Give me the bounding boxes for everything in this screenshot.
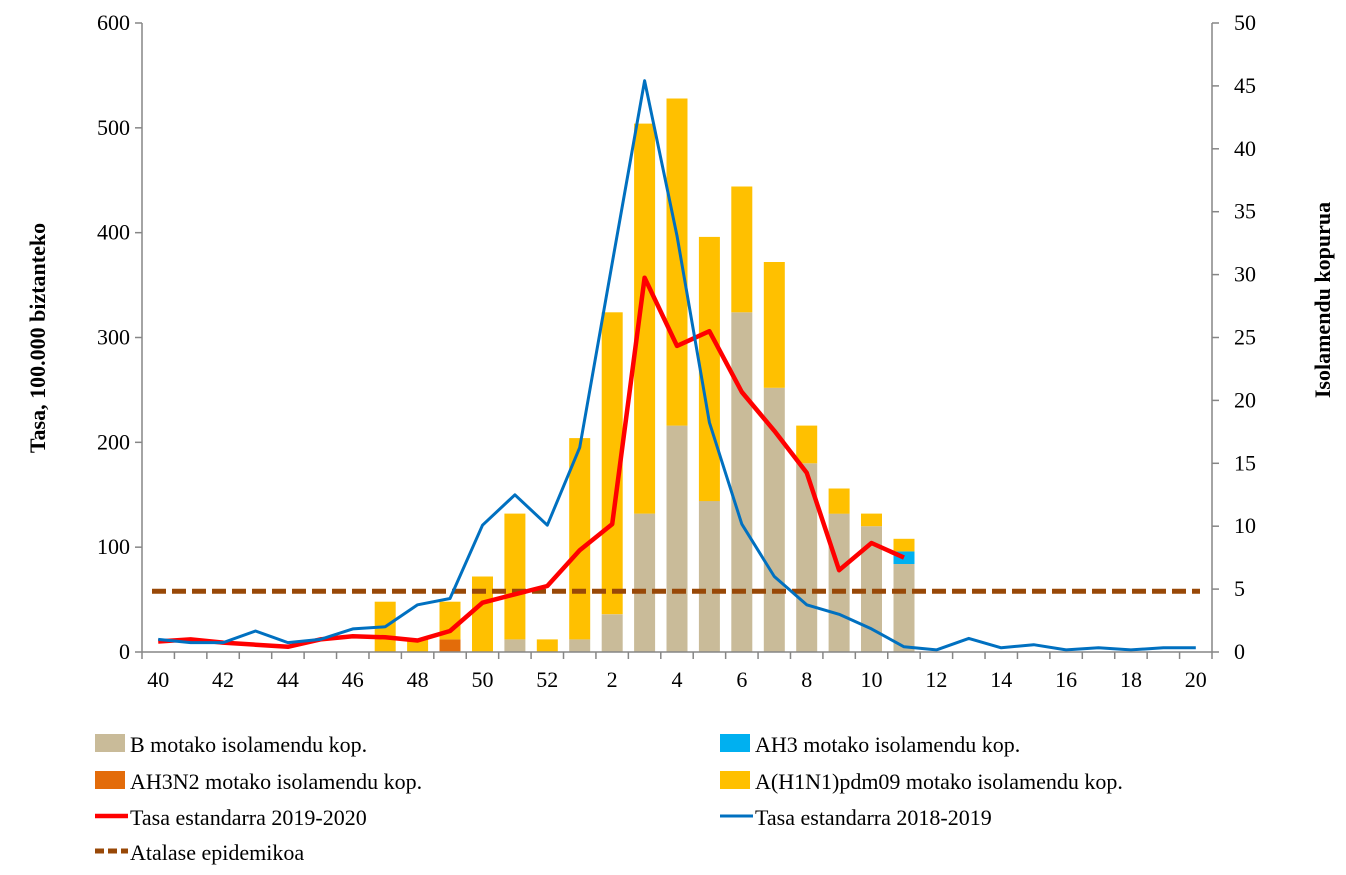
legend-swatch-3 [720, 771, 750, 789]
y-left-tick-label: 0 [119, 639, 130, 664]
bar-0-1 [569, 639, 591, 652]
x-tick-label: 14 [990, 667, 1012, 692]
legend-label-4: Tasa estandarra 2019-2020 [130, 805, 367, 830]
y-right-tick-label: 10 [1234, 513, 1256, 538]
y-right-tick-label: 30 [1234, 262, 1256, 287]
x-tick-label: 10 [861, 667, 883, 692]
x-tick-label: 20 [1185, 667, 1207, 692]
x-tick-label: 48 [407, 667, 429, 692]
y-left-tick-label: 400 [97, 220, 130, 245]
legend-label-1: AH3 motako isolamendu kop. [755, 732, 1020, 757]
bar-3-50 [472, 576, 493, 652]
bar-3-6 [731, 186, 753, 313]
series-line-5 [158, 79, 1196, 652]
y-left-tick-label: 200 [97, 429, 130, 454]
y-right-tick-label: 35 [1234, 199, 1256, 224]
y-right-tick-label: 15 [1234, 450, 1256, 475]
legend-label-3: A(H1N1)pdm09 motako isolamendu kop. [755, 769, 1123, 794]
bar-0-7 [763, 387, 785, 652]
bar-3-8 [796, 425, 818, 464]
legend-label-0: B motako isolamendu kop. [130, 732, 367, 757]
x-tick-label: 16 [1055, 667, 1077, 692]
bar-2-49 [439, 639, 461, 652]
y-right-tick-label: 20 [1234, 387, 1256, 412]
bar-0-10 [861, 526, 882, 652]
x-tick-label: 44 [277, 667, 299, 692]
bar-0-11 [893, 563, 915, 652]
x-tick-label: 46 [342, 667, 364, 692]
legend-label-5: Tasa estandarra 2018-2019 [755, 805, 992, 830]
x-tick-label: 2 [607, 667, 618, 692]
y-right-tick-label: 0 [1234, 639, 1245, 664]
bar-0-51 [504, 639, 526, 652]
y-axis-left-title: Tasa, 100.000 biztanteko [25, 223, 50, 453]
y-right-tick-label: 25 [1234, 325, 1256, 350]
x-tick-label: 40 [147, 667, 169, 692]
bar-0-9 [828, 513, 850, 652]
x-tick-label: 4 [672, 667, 683, 692]
y-left-tick-label: 500 [97, 115, 130, 140]
bars-layer [374, 98, 915, 652]
y-right-tick-label: 40 [1234, 136, 1256, 161]
bar-3-3 [634, 123, 656, 514]
series-line-4 [158, 275, 905, 650]
y-right-tick-label: 50 [1234, 10, 1256, 35]
legend-layer: B motako isolamendu kop. AH3 motako isola… [95, 732, 1123, 865]
y-left-tick-label: 300 [97, 325, 130, 350]
x-tick-label: 8 [801, 667, 812, 692]
y-axis-right-title: Isolamendu kopurua [1310, 202, 1335, 398]
bar-3-7 [763, 262, 785, 388]
legend-swatch-0 [95, 734, 125, 752]
y-left-tick-label: 100 [97, 534, 130, 559]
bar-0-2 [601, 614, 623, 652]
bar-0-5 [698, 501, 720, 652]
x-tick-label: 52 [536, 667, 558, 692]
legend-swatch-2 [95, 771, 125, 789]
y-right-tick-label: 5 [1234, 576, 1245, 601]
x-tick-label: 50 [471, 667, 493, 692]
x-tick-label: 42 [212, 667, 234, 692]
bar-3-48 [407, 639, 429, 652]
legend-label-6: Atalase epidemikoa [130, 840, 304, 865]
bar-0-4 [666, 425, 688, 652]
y-left-tick-label: 600 [97, 10, 130, 35]
axes-layer: 0 100 200 300 400 500 600 0 5 10 15 20 25 30 35 40 45 50 4… [25, 10, 1335, 692]
bar-3-10 [861, 513, 882, 527]
x-tick-label: 18 [1120, 667, 1142, 692]
bar-0-6 [731, 312, 753, 652]
bar-3-11 [893, 538, 915, 552]
bar-3-4 [666, 98, 688, 426]
bar-3-52 [536, 639, 558, 652]
bar-3-5 [698, 236, 720, 502]
bar-3-49 [439, 601, 461, 640]
legend-label-2: AH3N2 motako isolamendu kop. [130, 769, 422, 794]
lines-layer [158, 79, 1196, 652]
legend-swatch-1 [720, 734, 750, 752]
bar-3-2 [601, 312, 623, 615]
x-tick-label: 6 [736, 667, 747, 692]
x-tick-label: 12 [925, 667, 947, 692]
bar-3-51 [504, 513, 526, 640]
y-right-tick-label: 45 [1234, 73, 1256, 98]
bar-0-3 [634, 513, 656, 652]
bar-3-9 [828, 488, 850, 514]
